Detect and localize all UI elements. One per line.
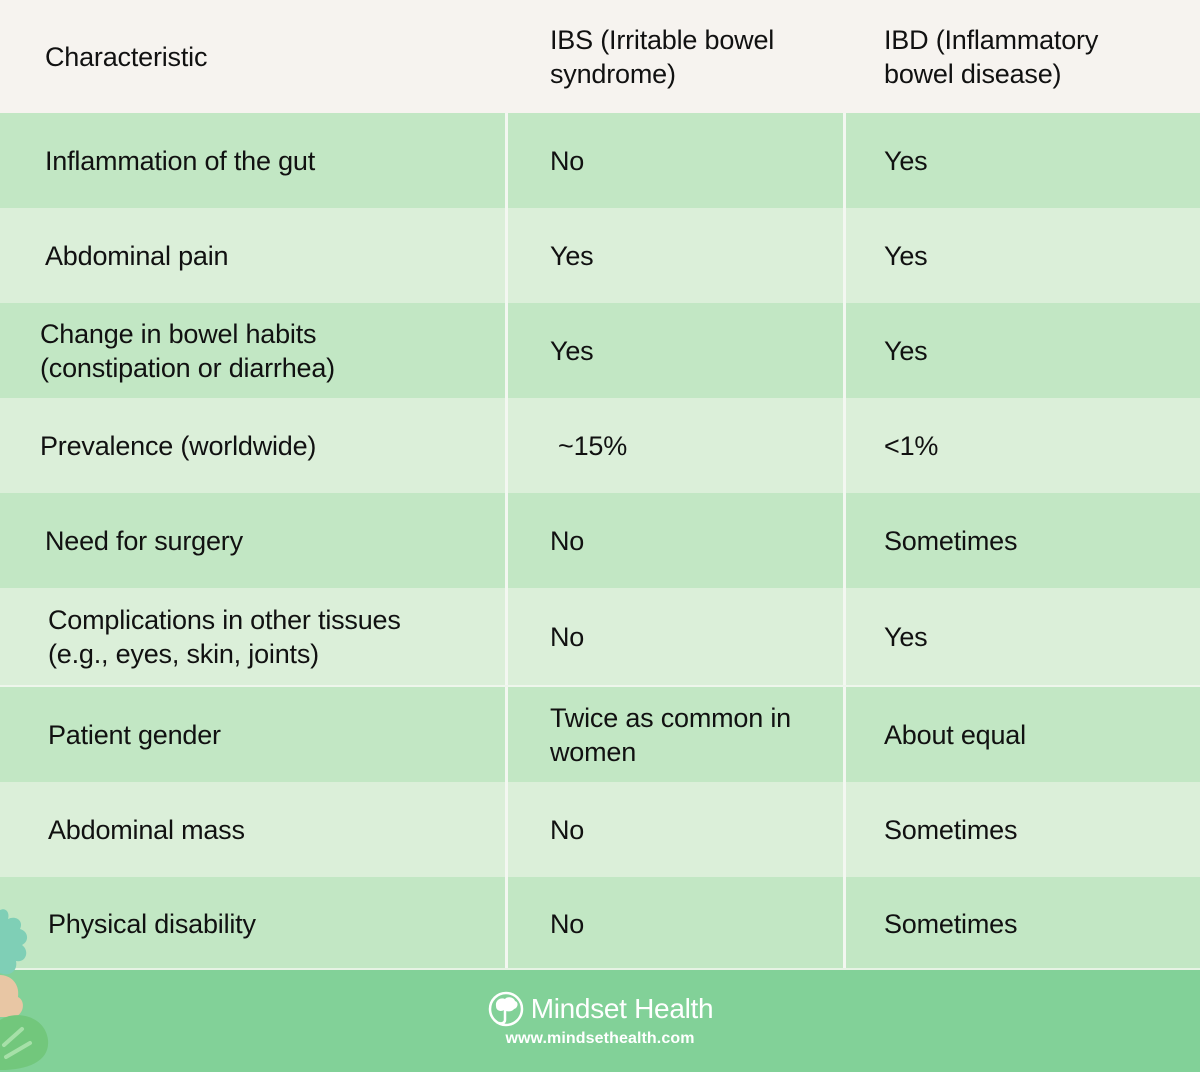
ibs-cell: No <box>505 782 843 877</box>
tree-in-circle-icon <box>488 991 523 1027</box>
ibd-cell: About equal <box>843 687 1200 782</box>
ibd-cell: Sometimes <box>843 782 1200 877</box>
table-row: Inflammation of the gut No Yes <box>0 113 1200 208</box>
ibd-cell: Sometimes <box>843 493 1200 588</box>
table-row: Abdominal pain Yes Yes <box>0 208 1200 303</box>
ibs-cell: No <box>505 877 843 970</box>
ibs-cell: No <box>505 588 843 685</box>
table-header-row: Characteristic IBS (Irritable bowel synd… <box>0 0 1200 113</box>
header-label: IBD (Inflammatory bowel disease) <box>884 24 1099 89</box>
characteristic-cell: Abdominal pain <box>45 240 229 271</box>
ibd-cell: Yes <box>843 303 1200 398</box>
characteristic-cell: Abdominal mass <box>48 814 245 845</box>
header-label: Characteristic <box>45 41 208 72</box>
ibs-cell: Twice as common in women <box>505 687 843 782</box>
comparison-table: Characteristic IBS (Irritable bowel synd… <box>0 0 1200 970</box>
characteristic-text: Change in bowel habits (constipation or … <box>40 318 335 383</box>
header-ibd: IBD (Inflammatory bowel disease) <box>843 0 1200 113</box>
header-label: IBS (Irritable bowel syndrome) <box>550 24 775 89</box>
ibs-cell: ~15% <box>505 398 843 493</box>
ibd-cell: Yes <box>843 208 1200 303</box>
ibd-cell: <1% <box>843 398 1200 493</box>
header-characteristic: Characteristic <box>0 0 505 113</box>
table-row: Need for surgery No Sometimes <box>0 493 1200 588</box>
characteristic-text: Complications in other tissues (e.g., ey… <box>48 604 401 669</box>
characteristic-cell: Inflammation of the gut <box>45 145 316 176</box>
table-row: Change in bowel habits (constipation or … <box>0 303 1200 398</box>
ibs-text: Twice as common in women <box>550 702 791 767</box>
table-row: Physical disability No Sometimes <box>0 877 1200 970</box>
brand-logo[interactable]: Mindset Health <box>487 990 714 1028</box>
characteristic-cell: Need for surgery <box>45 525 243 556</box>
table-row: Patient gender Twice as common in women … <box>0 685 1200 782</box>
ibs-cell: No <box>505 113 843 208</box>
header-ibs: IBS (Irritable bowel syndrome) <box>505 0 843 113</box>
brand-name: Mindset Health <box>530 993 714 1024</box>
characteristic-cell: Patient gender <box>48 719 221 750</box>
ibs-cell: Yes <box>505 208 843 303</box>
table-row: Complications in other tissues (e.g., ey… <box>0 588 1200 685</box>
ibs-cell: No <box>505 493 843 588</box>
table-row: Abdominal mass No Sometimes <box>0 782 1200 877</box>
ibd-cell: Sometimes <box>843 877 1200 970</box>
characteristic-cell: Prevalence (worldwide) <box>40 430 317 461</box>
ibd-cell: Yes <box>843 588 1200 685</box>
characteristic-cell: Complications in other tissues (e.g., ey… <box>0 588 505 685</box>
website-link[interactable]: www.mindsethealth.com <box>505 1030 695 1047</box>
table-row: Prevalence (worldwide) ~15% <1% <box>0 398 1200 493</box>
ibd-cell: Yes <box>843 113 1200 208</box>
characteristic-cell: Change in bowel habits (constipation or … <box>0 303 505 398</box>
characteristic-cell: Physical disability <box>48 908 256 939</box>
footer-brand-bar: Mindset Health www.mindsethealth.com <box>0 968 1200 1072</box>
ibs-cell: Yes <box>505 303 843 398</box>
